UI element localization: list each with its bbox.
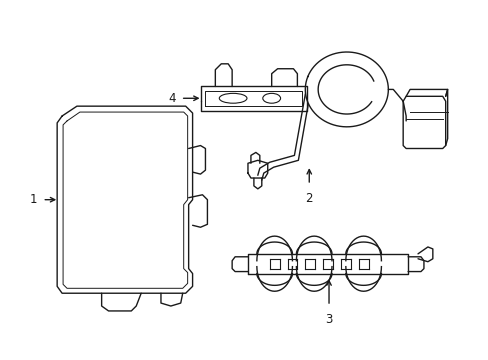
Text: 2: 2: [305, 192, 312, 205]
Text: 1: 1: [30, 193, 37, 206]
Text: 4: 4: [168, 92, 175, 105]
Text: 3: 3: [325, 313, 332, 326]
